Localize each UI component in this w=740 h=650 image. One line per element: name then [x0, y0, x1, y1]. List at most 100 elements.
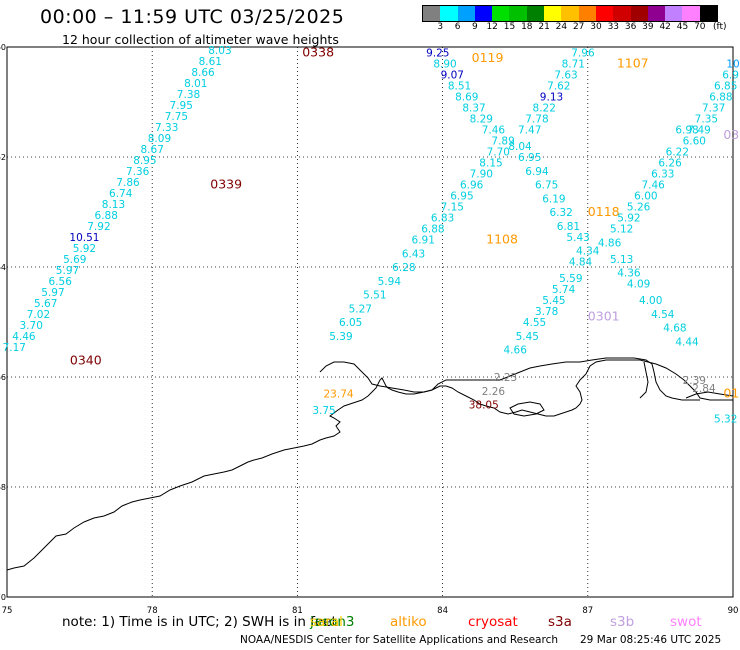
colorbar-label: 15 — [503, 22, 516, 32]
wave-height-value: 7.62 — [547, 81, 570, 93]
wave-height-value: 9.07 — [441, 70, 464, 82]
wave-height-value: 8.01 — [184, 78, 207, 90]
colorbar-labels: 3 6 9 12 15 18 21 24 27 30 33 36 39 42 45 70 — [422, 22, 740, 34]
wave-height-value: 6.88 — [95, 210, 118, 222]
wave-height-value: 10.51 — [69, 232, 99, 244]
wave-height-value: 6.88 — [709, 92, 732, 104]
wave-height-value: 5.26 — [627, 202, 651, 214]
map-frame — [6, 46, 734, 598]
wave-height-value: 5.27 — [349, 303, 372, 315]
wave-height-value: 2.23 — [494, 372, 517, 384]
colorbar-label: 30 — [590, 22, 602, 32]
wave-height-value: 5.92 — [617, 213, 640, 225]
colorbar-swatch — [665, 6, 683, 21]
pass-time-label: 0338 — [302, 45, 334, 60]
wave-height-value: 6.33 — [651, 169, 674, 181]
wave-height-value: 5.39 — [329, 331, 352, 343]
colorbar-label: 42 — [659, 22, 671, 32]
wave-height-value: 8.09 — [148, 133, 171, 145]
wave-height-value: 8.69 — [455, 92, 478, 104]
wave-height-value: 7.46 — [641, 180, 665, 192]
wave-height-value: 6.19 — [542, 193, 565, 205]
wave-height-value: 7.33 — [155, 122, 178, 134]
colorbar-label: 9 — [472, 22, 478, 32]
wave-height-value: 8.04 — [508, 141, 532, 153]
wave-height-value: 7.36 — [126, 166, 150, 178]
colorbar-swatch — [423, 6, 441, 21]
wave-height-value: 7.92 — [87, 221, 110, 233]
colorbar-swatch — [595, 6, 614, 21]
wave-height-value: 2.26 — [482, 386, 506, 398]
coastline — [6, 359, 733, 571]
wave-height-value: 6.9 — [722, 70, 739, 82]
colorbar-swatch — [474, 6, 493, 21]
pass-time-label: 01 — [723, 386, 739, 401]
colorbar-swatch — [544, 6, 562, 21]
colorbar-label: 33 — [607, 22, 620, 32]
wave-height-value: 8.29 — [470, 114, 493, 126]
wave-height-value: 5.97 — [41, 287, 64, 299]
wave-height-value: 7.89 — [491, 136, 514, 148]
colorbar-swatch — [578, 6, 596, 21]
wave-height-value: 7.78 — [525, 114, 548, 126]
wave-height-value: 4.00 — [639, 295, 662, 307]
pass-time-label: 0118 — [588, 204, 620, 219]
lon-tick-label: 75 — [2, 606, 13, 616]
wave-height-value: 4.36 — [617, 268, 641, 280]
pass-time-label: 0340 — [70, 353, 102, 368]
wave-height-value: 7.35 — [695, 114, 718, 126]
colorbar-label: 3 — [437, 22, 444, 32]
lon-tick-label: 87 — [582, 606, 593, 616]
wave-height-value: 5.94 — [378, 276, 402, 288]
colorbar-swatch — [647, 6, 666, 21]
mission-swot: swot — [670, 614, 702, 630]
footer: note: 1) Time is in UTC; 2) SWH is in fe… — [0, 612, 740, 650]
wave-height-value: 8.37 — [462, 103, 485, 115]
colorbar-swatch — [526, 6, 545, 21]
wave-height-value: 5.59 — [559, 273, 582, 285]
wave-height-value: 4.86 — [598, 237, 622, 249]
wave-height-value: 6.43 — [402, 248, 425, 260]
wave-height-value: 7.75 — [165, 111, 188, 123]
lon-tick-label: 78 — [147, 606, 158, 616]
pass-time-label: 1107 — [617, 56, 649, 71]
wave-height-value: 6.56 — [49, 276, 73, 288]
colorbar-swatch — [682, 6, 700, 21]
wave-height-value: 7.49 — [687, 125, 710, 137]
pass-time-label: 0339 — [210, 177, 242, 192]
wave-height-value: 6.83 — [431, 213, 454, 225]
colorbar-swatch — [613, 6, 631, 21]
ice-shelf-edge — [319, 357, 700, 401]
page-title: 00:00 – 11:59 UTC 03/25/2025 — [40, 6, 345, 28]
wave-height-value: 8.71 — [562, 59, 585, 71]
mission-altiko: altiko — [390, 614, 427, 630]
wave-height-value: 7.46 — [482, 125, 506, 137]
colorbar-swatch — [509, 6, 527, 21]
wave-height-value: 4.44 — [675, 336, 699, 348]
lon-tick-label: 90 — [728, 606, 739, 616]
lat-tick-label: -68 — [0, 483, 6, 492]
wave-height-value: 7.90 — [470, 169, 493, 181]
colorbar-label: 45 — [676, 22, 689, 32]
page-subtitle: 12 hour collection of altimeter wave hei… — [62, 32, 339, 47]
wave-height-value: 7.47 — [518, 125, 541, 137]
wave-height-value: 8.61 — [199, 56, 222, 68]
coast-east — [685, 391, 734, 399]
wave-height-value: 6.95 — [450, 191, 473, 203]
wave-height-value: 7.17 — [3, 342, 26, 354]
wave-height-value: 7.15 — [441, 202, 464, 214]
island-outline — [509, 401, 545, 417]
colorbar-swatch — [457, 6, 475, 21]
colorbar-label: 27 — [572, 22, 585, 32]
lon-tick-label: 81 — [292, 606, 303, 616]
wave-height-value: 4.66 — [504, 345, 528, 357]
credit-text: NOAA/NESDIS Center for Satellite Applica… — [240, 634, 558, 646]
pass-time-label: 0119 — [472, 50, 504, 65]
wave-height-value: 6.74 — [109, 188, 133, 200]
wave-height-value: 6.00 — [634, 191, 657, 203]
wave-height-value: 8.67 — [141, 144, 164, 156]
wave-height-value: 38.05 — [469, 400, 499, 412]
mission-jason3: jason3 — [310, 614, 355, 630]
mission-cryosat: cryosat — [468, 614, 518, 630]
